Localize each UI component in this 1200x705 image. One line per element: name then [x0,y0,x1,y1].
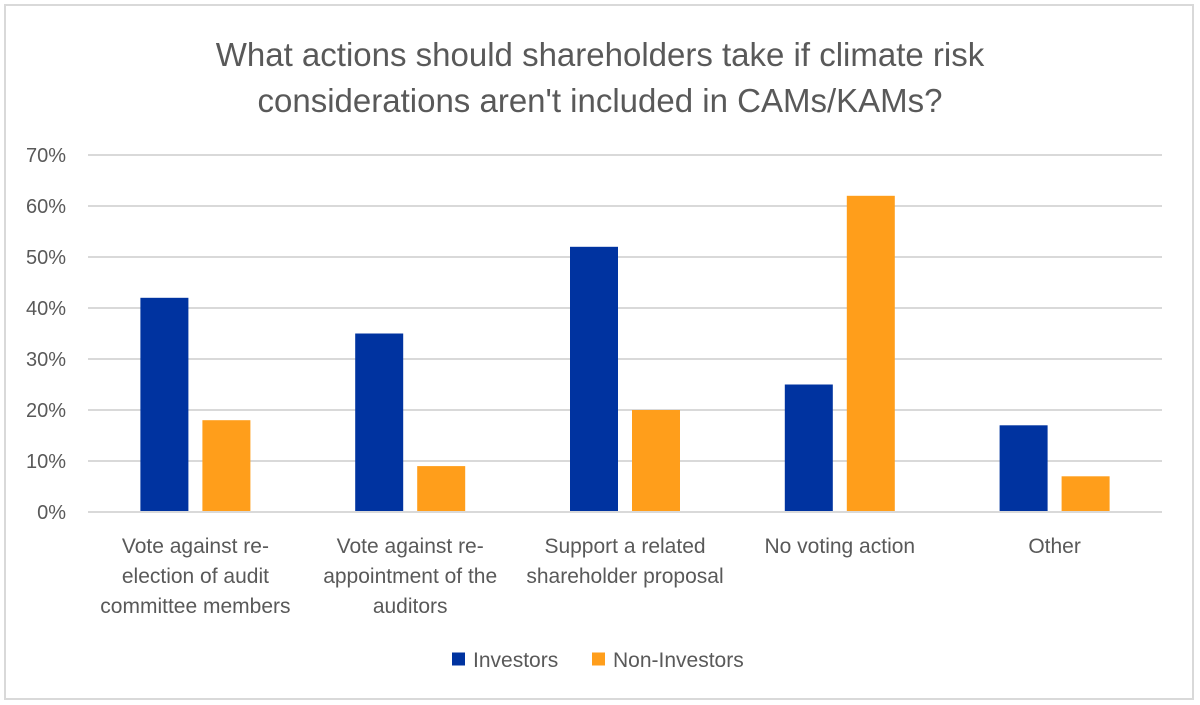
bar-investors [140,297,189,512]
bar-investors [355,333,404,512]
bar-non-investors [417,466,466,512]
bar-non-investors [1061,476,1110,512]
y-tick-label: 70% [26,145,66,167]
bar-investors [570,246,618,513]
y-tick-label: 10% [26,451,66,473]
chart-title-line-1: What actions should shareholders take if… [215,36,985,73]
x-category-label: Other [1028,535,1081,558]
legend-label: Non-Investors [613,649,744,672]
y-tick-label: 60% [26,196,66,218]
y-tick-label: 30% [26,349,66,371]
legend-swatch [592,652,605,666]
y-tick-label: 0% [37,502,66,524]
bar-investors [999,425,1048,512]
x-category-label: Vote against re-election of audit committ… [100,535,290,618]
x-category-label: No voting action [765,535,916,558]
bar-non-investors [846,195,895,513]
x-category-label: Vote against re-appointment of the audito… [323,535,497,618]
x-axis: Vote against re-election of audit committ… [88,511,1162,618]
bar-non-investors [632,410,680,512]
chart-title: What actions should shareholders take if… [0,32,1200,124]
bar-investors [784,384,833,512]
y-axis: 0% 10% 20% 30% 40% 50% 60% 70% [26,145,66,524]
legend: Investors Non-Investors [452,649,744,672]
y-tick-label: 50% [26,247,66,269]
bars [140,195,1110,513]
legend-swatch [452,652,465,666]
bar-non-investors [202,420,251,512]
y-tick-label: 20% [26,400,66,422]
x-category-label: Support a related shareholder proposal [526,535,723,588]
legend-label: Investors [473,649,558,672]
chart-title-line-2: considerations aren't included in CAMs/K… [257,82,943,119]
y-tick-label: 40% [26,298,66,320]
